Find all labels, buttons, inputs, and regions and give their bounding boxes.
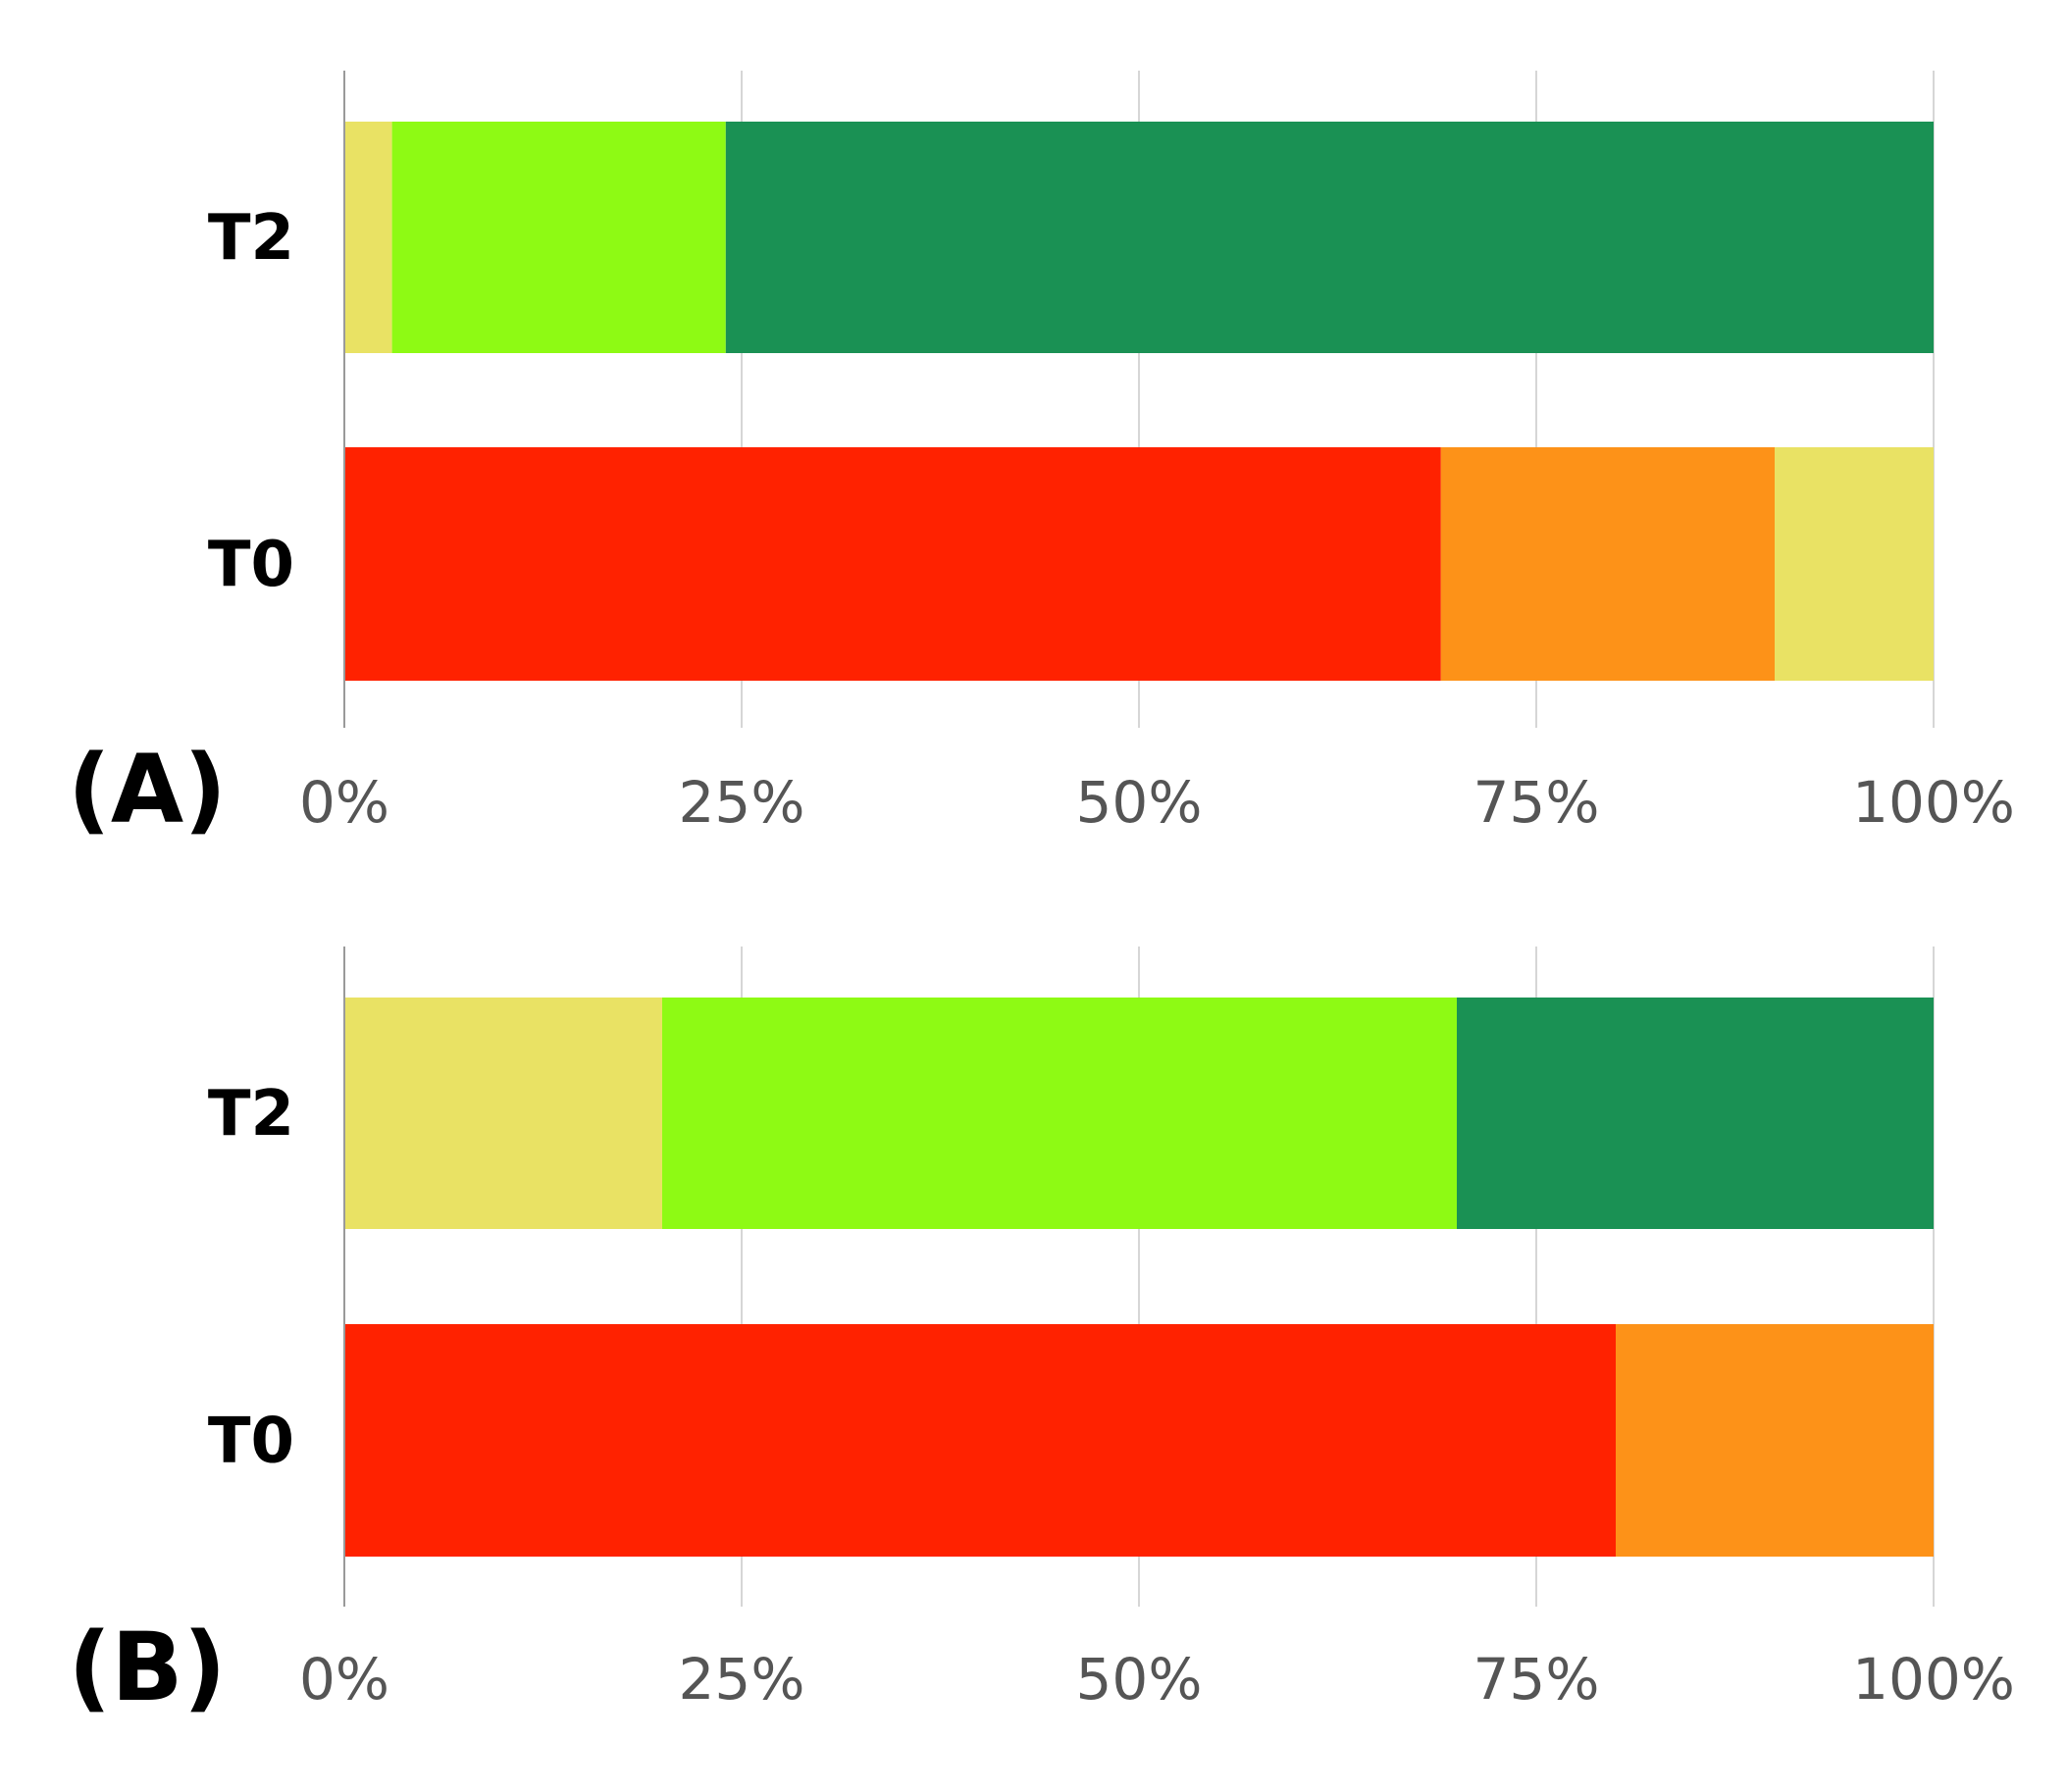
bar-segment-t2-2 [344,122,392,353]
panel-label: (A) [68,735,227,845]
x-tick-label: 0% [299,769,389,836]
chart-panel-b: T2 T0 0% 25% 50% 75% 100% (B) [69,947,2015,1722]
category-label: T2 [208,1078,294,1151]
x-tick-label: 75% [1473,1646,1600,1713]
x-tick-label: 100% [1852,769,2015,836]
bar-segment-t0-0 [344,1324,1616,1557]
panel-label: (B) [69,1613,227,1722]
bar-segment-t0-1 [1616,1324,1934,1557]
bar-segment-t2-3 [662,998,1457,1229]
bar-segment-t0-0 [344,447,1441,681]
bar-segment-t0-2 [1775,447,1934,681]
bar-segment-t2-3 [391,122,726,353]
bar-segment-t2-2 [344,998,662,1229]
bar-segment-t2-4 [725,122,1934,353]
bar-segment-t2-4 [1457,998,1934,1229]
category-label: T0 [208,529,294,601]
category-label: T0 [208,1406,294,1478]
x-tick-label: 100% [1852,1646,2015,1713]
category-label: T2 [208,202,294,275]
x-tick-label: 50% [1076,1646,1203,1713]
x-tick-label: 75% [1473,769,1600,836]
x-tick-label: 0% [299,1646,389,1713]
x-tick-label: 25% [679,1646,805,1713]
x-tick-label: 25% [679,769,805,836]
x-tick-label: 50% [1076,769,1203,836]
bar-segment-t0-1 [1440,447,1775,681]
chart-panel-a: T2 T0 0% 25% 50% 75% 100% (A) [68,71,2015,845]
